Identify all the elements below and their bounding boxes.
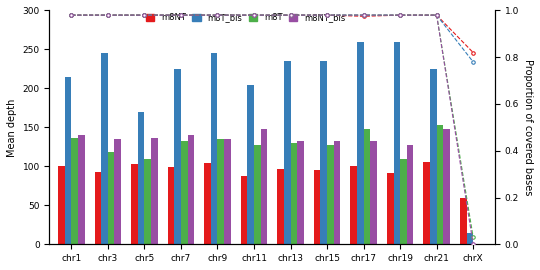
- Bar: [327, 145, 334, 244]
- Bar: [241, 176, 247, 244]
- Bar: [78, 135, 85, 244]
- Bar: [278, 169, 284, 244]
- Bar: [460, 198, 467, 244]
- Bar: [363, 129, 370, 244]
- Bar: [65, 77, 71, 244]
- Y-axis label: Proportion of covered bases: Proportion of covered bases: [523, 59, 533, 195]
- Bar: [437, 125, 443, 244]
- Bar: [151, 137, 158, 244]
- Bar: [144, 158, 151, 244]
- Bar: [261, 129, 267, 244]
- Bar: [204, 163, 211, 244]
- Bar: [350, 166, 357, 244]
- Bar: [102, 53, 108, 244]
- Bar: [370, 141, 377, 244]
- Bar: [467, 233, 473, 244]
- Bar: [218, 139, 224, 244]
- Bar: [387, 173, 394, 244]
- Bar: [284, 61, 291, 244]
- Bar: [430, 69, 437, 244]
- Bar: [58, 166, 65, 244]
- Bar: [254, 144, 261, 244]
- Bar: [181, 141, 187, 244]
- Bar: [394, 42, 400, 244]
- Bar: [291, 143, 297, 244]
- Bar: [131, 164, 138, 244]
- Bar: [247, 85, 254, 244]
- Y-axis label: Mean depth: Mean depth: [7, 98, 17, 157]
- Bar: [423, 162, 430, 244]
- Bar: [334, 141, 340, 244]
- Bar: [174, 69, 181, 244]
- Legend: m8NT, m8T_bis, m8T, m8NT_bis: m8NT, m8T_bis, m8T, m8NT_bis: [143, 10, 349, 26]
- Bar: [297, 141, 303, 244]
- Bar: [314, 170, 320, 244]
- Bar: [407, 144, 413, 244]
- Bar: [211, 53, 218, 244]
- Bar: [224, 139, 231, 244]
- Bar: [108, 152, 114, 244]
- Bar: [187, 135, 194, 244]
- Bar: [168, 167, 174, 244]
- Bar: [320, 61, 327, 244]
- Bar: [94, 172, 102, 244]
- Bar: [71, 137, 78, 244]
- Bar: [114, 139, 121, 244]
- Bar: [138, 112, 144, 244]
- Bar: [443, 129, 450, 244]
- Bar: [400, 158, 407, 244]
- Bar: [357, 42, 363, 244]
